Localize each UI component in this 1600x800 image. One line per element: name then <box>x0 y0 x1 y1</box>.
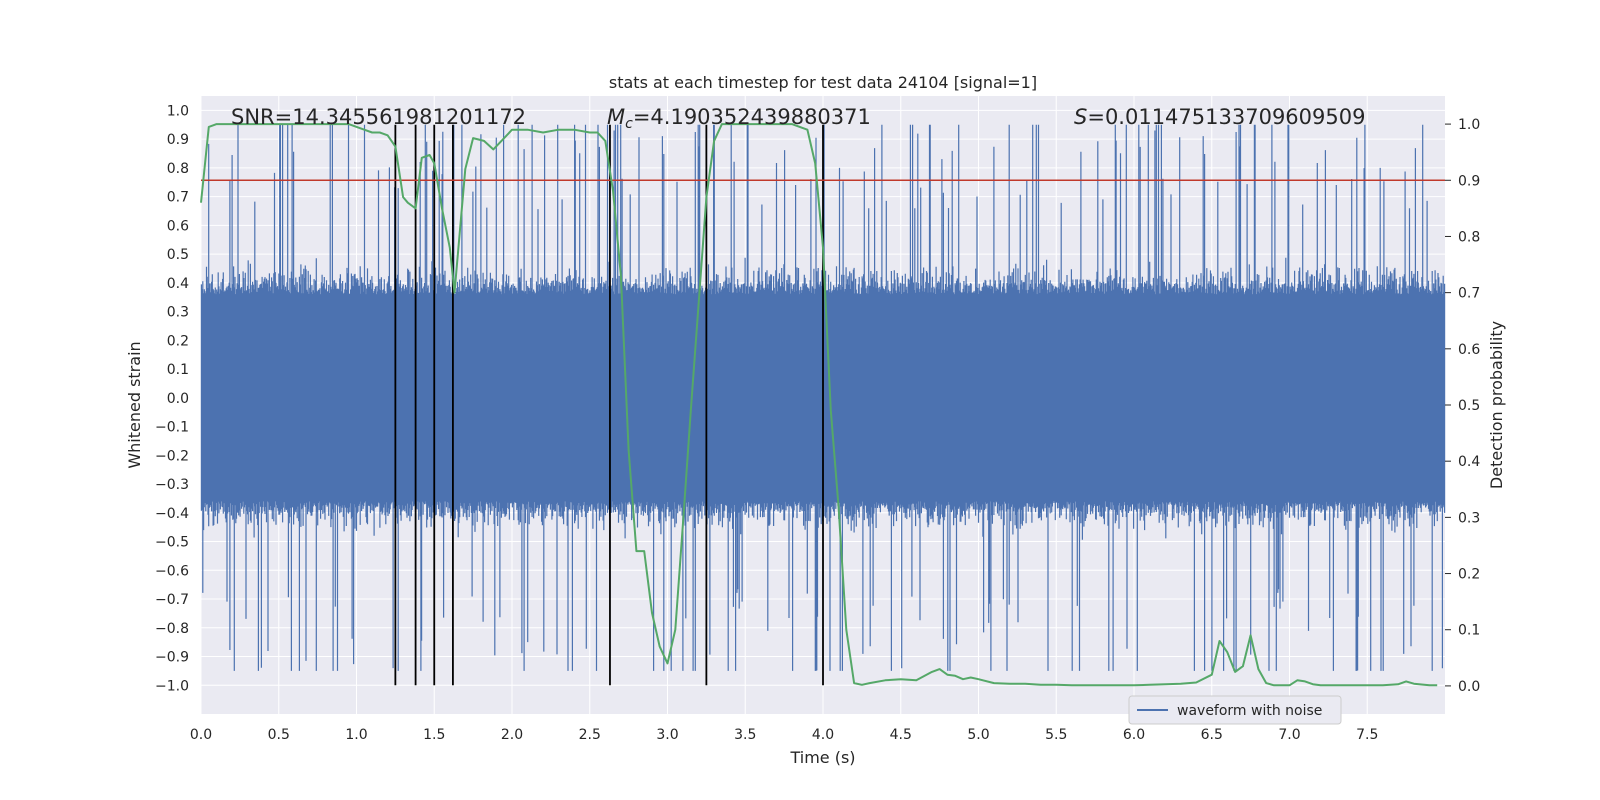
y-tick-label-0: 1.0 <box>167 103 189 119</box>
detection-vlines <box>394 124 824 686</box>
y-tick-label-6: 0.4 <box>167 276 189 292</box>
y-tick-label-10: 0.0 <box>167 391 189 407</box>
y2-tick-label-4: 0.6 <box>1458 342 1480 358</box>
x-tick-label-9: 4.5 <box>890 727 912 743</box>
chirp-mass-subscript: c <box>625 116 633 132</box>
chirp-mass-symbol: M <box>607 105 625 129</box>
s-value: =0.011475133709609509 <box>1087 105 1365 129</box>
chirp-mass-value: =4.190352439880371 <box>633 105 871 129</box>
y-tick-label-8: 0.2 <box>167 333 189 349</box>
y-tick-label-1: 0.9 <box>167 132 189 148</box>
chirp-mass-annotation: Mc=4.190352439880371 <box>607 105 871 132</box>
legend-label: waveform with noise <box>1177 703 1322 719</box>
waveform-trace <box>200 124 1446 671</box>
y2-tick-label-1: 0.9 <box>1458 173 1480 189</box>
y-tick-label-16: −0.6 <box>155 563 189 579</box>
legend-box <box>1128 695 1342 725</box>
x-tick-label-14: 7.0 <box>1278 727 1300 743</box>
y-tick-label-3: 0.7 <box>167 190 189 206</box>
x-tick-label-11: 5.5 <box>1045 727 1067 743</box>
x-tick-label-1: 0.5 <box>268 727 290 743</box>
y-tick-label-4: 0.6 <box>167 218 189 234</box>
y2-tick-label-6: 0.4 <box>1458 454 1480 470</box>
y2-tick-label-2: 0.8 <box>1458 229 1480 245</box>
y2-tick-label-0: 1.0 <box>1458 117 1480 133</box>
y-tick-label-7: 0.3 <box>167 305 189 321</box>
y-tick-label-17: −0.7 <box>155 592 189 608</box>
detection-probability-series <box>200 123 1438 687</box>
x-tick-label-3: 1.5 <box>423 727 445 743</box>
y2-tick-label-8: 0.2 <box>1458 567 1480 583</box>
y2-tick-label-9: 0.1 <box>1458 623 1480 639</box>
y-tick-label-2: 0.8 <box>167 161 189 177</box>
x-tick-label-12: 6.0 <box>1123 727 1145 743</box>
x-tick-label-10: 5.0 <box>967 727 989 743</box>
y-tick-label-9: 0.1 <box>167 362 189 378</box>
y2-tick-label-7: 0.3 <box>1458 510 1480 526</box>
y-tick-label-11: −0.1 <box>155 420 189 436</box>
x-tick-label-4: 2.0 <box>501 727 523 743</box>
x-ticks: 0.0 0.5 1.0 1.5 2.0 2.5 3.0 3.5 4.0 4.5 5.0 5.5 6.0 6… <box>190 727 1379 743</box>
y-tick-label-18: −0.8 <box>155 621 189 637</box>
x-tick-label-8: 4.0 <box>812 727 834 743</box>
x-tick-label-13: 6.5 <box>1201 727 1223 743</box>
detection-probability-line <box>200 123 1438 687</box>
x-tick-label-2: 1.0 <box>345 727 367 743</box>
y-tick-label-20: −1.0 <box>155 678 189 694</box>
y-tick-label-19: −0.9 <box>155 650 189 666</box>
x-tick-label-6: 3.0 <box>656 727 678 743</box>
s-annotation: S=0.011475133709609509 <box>1074 105 1365 129</box>
y2-tick-label-3: 0.7 <box>1458 286 1480 302</box>
x-tick-label-0: 0.0 <box>190 727 212 743</box>
y-tick-label-15: −0.5 <box>155 535 189 551</box>
s-symbol: S <box>1074 105 1087 129</box>
y-tick-label-13: −0.3 <box>155 477 189 493</box>
y-tick-label-12: −0.2 <box>155 448 189 464</box>
x-axis-label: Time (s) <box>789 748 855 767</box>
y-tick-label-14: −0.4 <box>155 506 189 522</box>
y2-tick-label-5: 0.5 <box>1458 398 1480 414</box>
y2-axis-label: Detection probability <box>1487 321 1506 489</box>
y-ticks: 1.0 0.9 0.8 0.7 0.6 0.5 0.4 0.3 0.2 0.1 0.0 −0.1 −0.… <box>155 103 189 694</box>
x-tick-label-5: 2.5 <box>579 727 601 743</box>
y-tick-label-5: 0.5 <box>167 247 189 263</box>
y2-tick-label-10: 0.0 <box>1458 679 1480 695</box>
legend: waveform with noise <box>1128 695 1342 725</box>
x-tick-label-15: 7.5 <box>1356 727 1378 743</box>
snr-annotation: SNR=14.345561981201172 <box>231 105 526 129</box>
y2-ticks: 1.0 0.9 0.8 0.7 0.6 0.5 0.4 0.3 0.2 0.1 0.0 <box>1445 117 1480 695</box>
x-tick-label-7: 3.5 <box>734 727 756 743</box>
chart-title: stats at each timestep for test data 241… <box>609 73 1037 92</box>
y-axis-label: Whitened strain <box>125 341 144 468</box>
